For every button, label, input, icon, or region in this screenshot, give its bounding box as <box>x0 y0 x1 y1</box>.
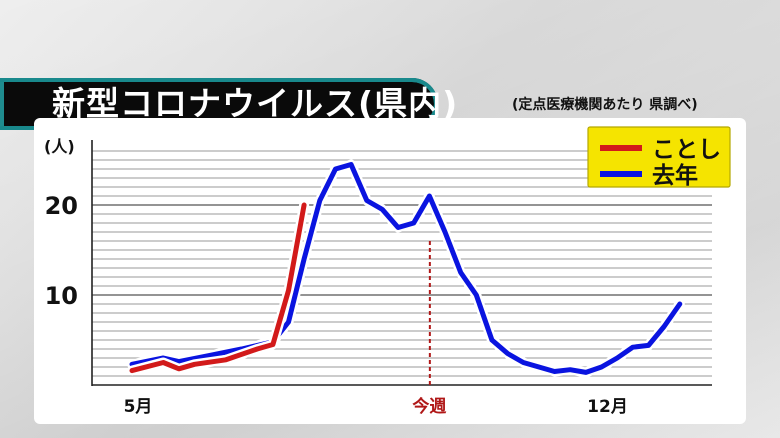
legend-label: ことし <box>652 137 721 163</box>
x-tick-label: 5月 <box>124 397 153 417</box>
x-tick-label: 12月 <box>587 397 628 417</box>
legend-label: 去年 <box>652 162 698 189</box>
y-axis-label: (人) <box>44 137 75 156</box>
series-this-year <box>127 200 310 376</box>
series-outline <box>127 200 310 376</box>
page-title: 新型コロナウイルス(県内) <box>52 84 459 123</box>
y-tick-label: 20 <box>45 192 78 220</box>
x-tick-label: 今週 <box>412 396 446 417</box>
series-line <box>129 202 307 374</box>
y-tick-label: 10 <box>45 282 78 310</box>
source-note: (定点医療機関あたり 県調べ) <box>512 97 698 113</box>
